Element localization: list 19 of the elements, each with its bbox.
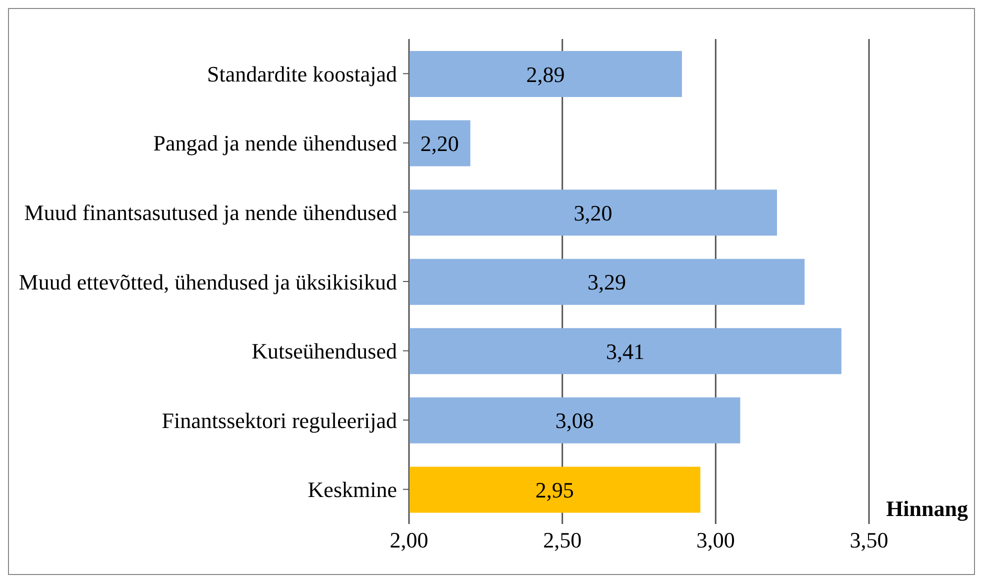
data-label: 2,89 — [526, 62, 565, 87]
y-tick-label: Standardite koostajad — [206, 61, 397, 86]
data-label: 3,41 — [606, 338, 644, 364]
data-label: 3,20 — [574, 200, 612, 226]
y-tick-label: Pangad ja nende ühendused — [153, 130, 397, 156]
data-label: 3,29 — [588, 270, 626, 295]
x-axis-title: Hinnang — [886, 496, 968, 522]
y-tick-label: Kutseühendused — [252, 338, 397, 364]
x-tick-label: 3,50 — [850, 528, 888, 553]
x-tick-label: 3,00 — [696, 528, 735, 553]
x-tick-label: 2,50 — [543, 528, 582, 553]
data-label: 2,95 — [535, 478, 574, 503]
y-tick-label: Muud ettevõtted, ühendused ja üksikisikud — [18, 269, 397, 294]
y-tick-label: Muud finantsasutused ja nende ühendused — [24, 200, 397, 226]
x-tick-label: 2,00 — [390, 528, 428, 553]
y-tick-label: Finantssektori reguleerijad — [162, 408, 397, 433]
data-label: 2,20 — [420, 131, 459, 156]
y-tick-label: Keskmine — [308, 477, 397, 502]
data-label: 3,08 — [555, 408, 594, 434]
